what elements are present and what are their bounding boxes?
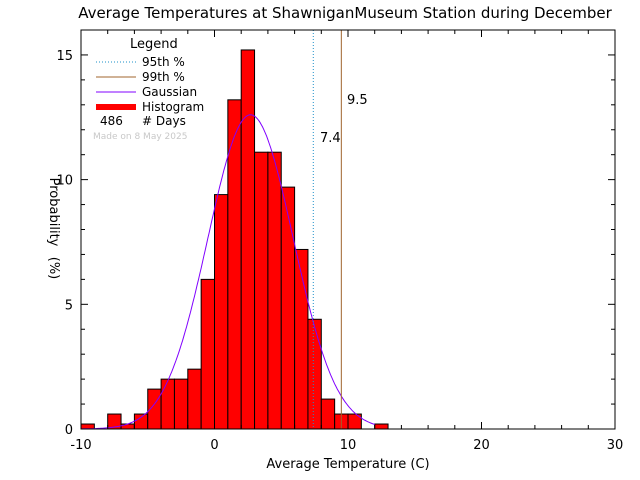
legend-gaussian-label: Gaussian: [142, 85, 197, 99]
histogram-bar: [160, 378, 175, 430]
gaussian-curve: [81, 114, 375, 430]
y-tick-label: 15: [56, 49, 73, 64]
histogram-bars: [80, 49, 389, 430]
legend-days-label: # Days: [142, 114, 186, 128]
legend-99-label: 99th %: [142, 70, 185, 84]
y-tick-label: 10: [56, 174, 73, 189]
histogram-bar: [214, 194, 229, 430]
legend: Legend 95th % 99th % Gaussian Histogram …: [93, 37, 204, 142]
legend-95-label: 95th %: [142, 55, 185, 69]
histogram-bar: [307, 318, 322, 430]
x-tick-label: -10: [70, 438, 91, 453]
legend-days-count: 486: [100, 114, 123, 128]
chart-title: Average Temperatures at ShawniganMuseum …: [78, 4, 612, 22]
histogram-bar: [280, 186, 296, 430]
histogram-bar: [133, 413, 149, 430]
x-axis-label: Average Temperature (C): [266, 457, 429, 472]
histogram-bar: [267, 151, 282, 430]
x-tick-label: 20: [473, 438, 490, 453]
histogram-bar: [320, 398, 336, 430]
histogram-bar: [240, 49, 256, 430]
percentile-99-label: 9.5: [347, 93, 368, 108]
y-tick-label: 5: [65, 298, 73, 313]
x-tick-label: 0: [210, 438, 218, 453]
y-axis-label: Probability: [46, 178, 61, 247]
histogram-bar: [254, 151, 269, 430]
histogram-bar: [374, 423, 389, 430]
x-tick-label: 10: [340, 438, 357, 453]
histogram-bar: [294, 248, 309, 430]
x-tick-label: 30: [607, 438, 624, 453]
reference-lines: [81, 30, 375, 430]
histogram-bar: [187, 368, 202, 430]
histogram-bar: [173, 378, 189, 430]
legend-histogram-label: Histogram: [142, 100, 204, 114]
y-tick-label: 0: [65, 423, 73, 438]
y-axis-unit: (%): [46, 257, 61, 280]
credit-text: Made on 8 May 2025: [93, 132, 187, 142]
histogram-bar: [200, 278, 215, 430]
histogram-bar: [120, 423, 135, 430]
percentile-95-label: 7.4: [320, 131, 341, 146]
legend-title: Legend: [130, 37, 178, 52]
